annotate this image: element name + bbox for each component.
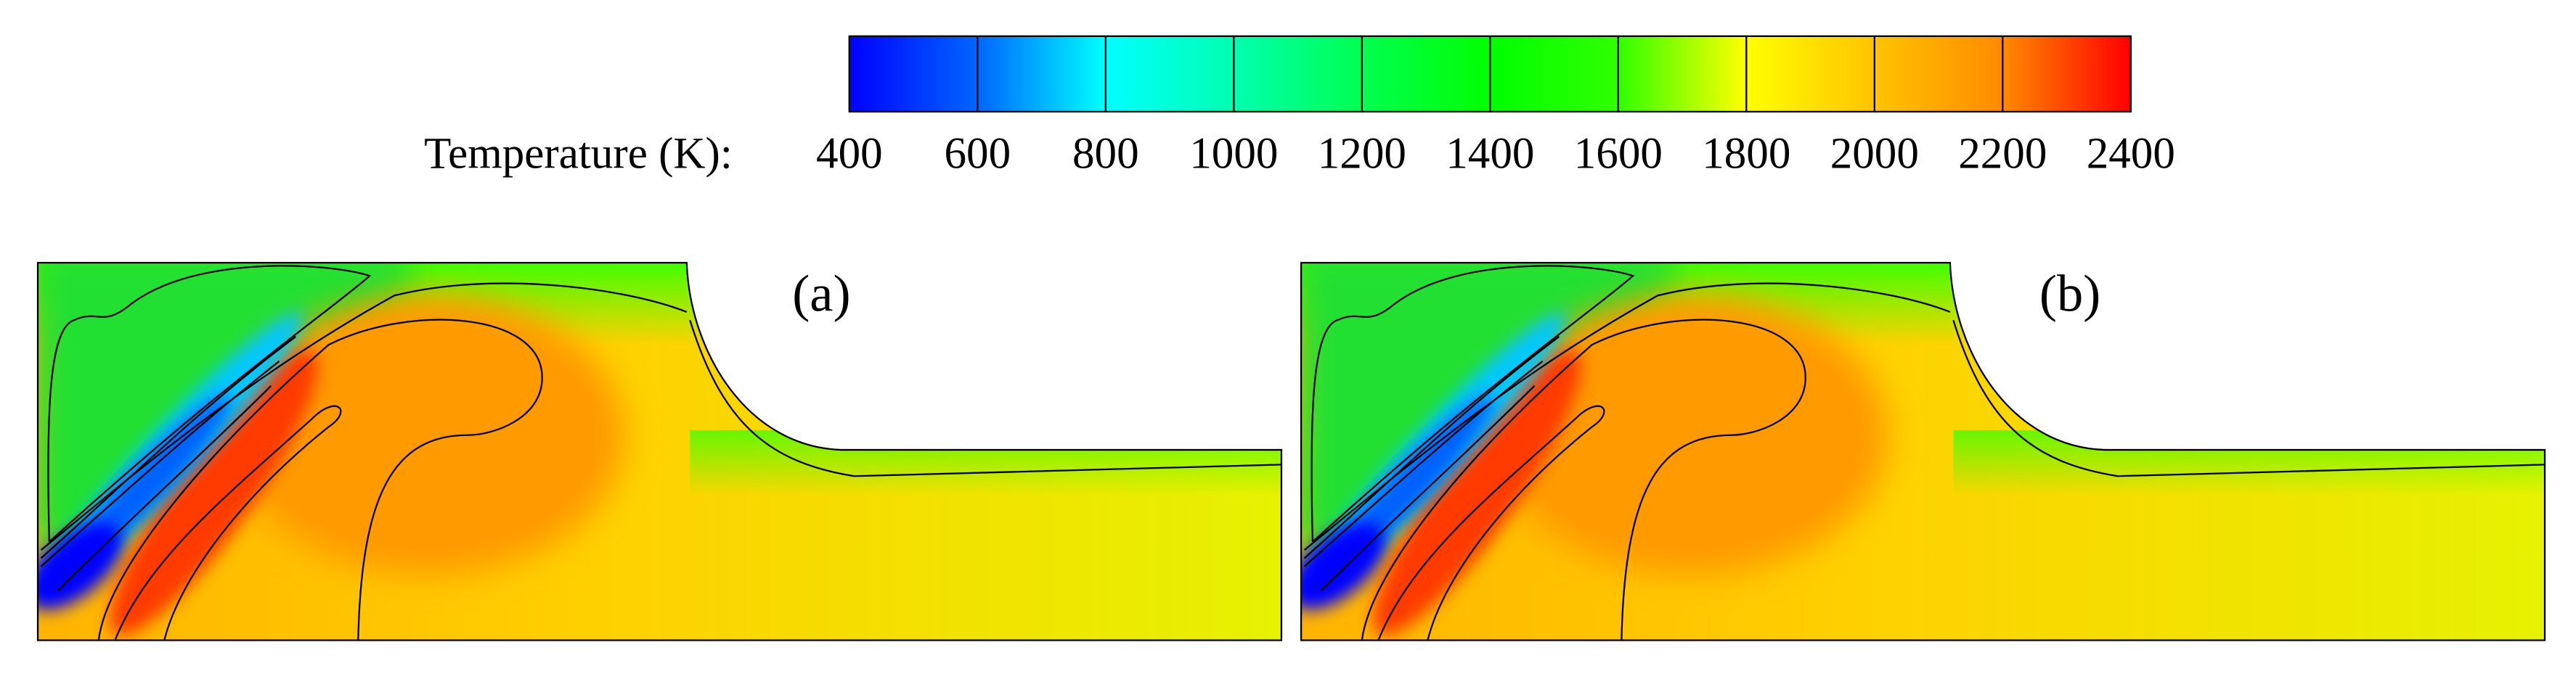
colorbar	[848, 35, 2132, 113]
colorbar-tick-label: 1800	[1702, 129, 1790, 178]
colorbar-tick-label: 2000	[1830, 129, 1919, 178]
colorbar-tick-label: 400	[816, 129, 883, 178]
colorbar-tick-label: 1600	[1574, 129, 1663, 178]
colorbar-tick-label: 1400	[1446, 129, 1534, 178]
panel-label: (a)	[792, 264, 850, 323]
colorbar-tick-label: 1200	[1318, 129, 1406, 178]
colorbar-tick-label: 800	[1072, 129, 1139, 178]
colorbar-label: Temperature (K):	[424, 129, 733, 178]
colorbar-tick-label: 600	[945, 129, 1011, 178]
colorbar-tick-label: 1000	[1189, 129, 1278, 178]
panel-label: (b)	[2039, 264, 2100, 323]
colorbar-tick-label: 2400	[2087, 129, 2175, 178]
colorbar-tick-label: 2200	[1958, 129, 2047, 178]
panel-a-field	[11, 246, 1281, 656]
panel-b-field	[1274, 246, 2545, 656]
